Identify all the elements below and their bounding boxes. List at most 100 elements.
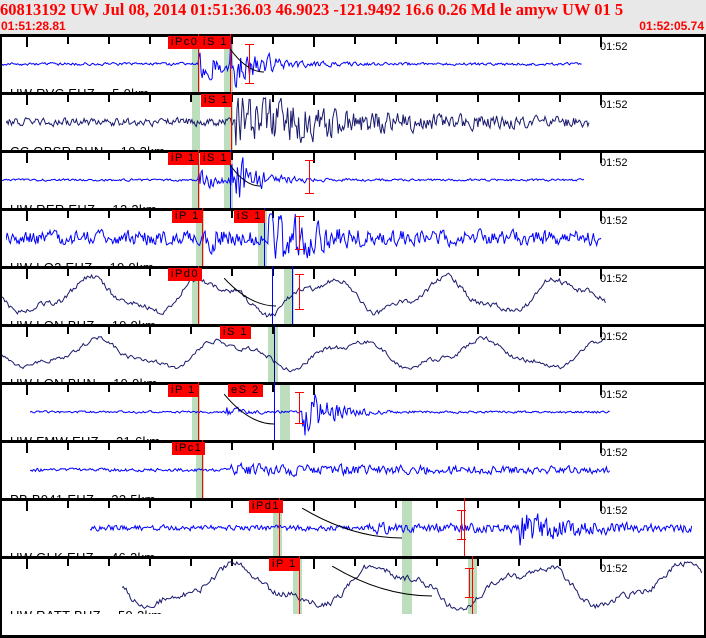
axis-tick [559, 269, 561, 276]
phase-pick-label[interactable]: iPd1 [249, 500, 284, 513]
axis-tick [313, 269, 315, 279]
axis-tick [67, 385, 69, 392]
pick-line[interactable] [198, 150, 199, 208]
coda-window-band [293, 559, 302, 614]
phase-pick-label[interactable]: iS 1 [200, 152, 231, 165]
coda-window-band [402, 501, 412, 556]
axis-tick [518, 443, 520, 450]
station-label: UW RATT BHZ -- 59.2km [10, 608, 162, 614]
pick-leader-line [302, 508, 406, 542]
trace-row[interactable]: iPd1 01:52 UW GLK EHZ -- 46.2km [2, 498, 704, 556]
station-label: UW LON BHZ -- 19.9km [10, 318, 156, 324]
axis-tick [395, 559, 397, 566]
pick-line[interactable] [292, 266, 293, 324]
phase-pick-label[interactable]: iS 1 [234, 210, 265, 223]
amplitude-marker[interactable] [245, 44, 254, 84]
phase-pick-label[interactable]: iS 1 [200, 36, 231, 49]
trace-row[interactable]: iP 1 01:52 UW RATT BHZ -- 59.2km [2, 556, 704, 614]
axis-tick [395, 269, 397, 276]
amplitude-marker[interactable] [465, 568, 474, 598]
axis-tick [354, 327, 356, 334]
phase-pick-label[interactable]: iPc0 [168, 36, 202, 49]
amplitude-marker[interactable] [295, 274, 304, 310]
waveform-trace [122, 561, 702, 611]
axis-tick [313, 153, 315, 163]
axis-tick [108, 211, 110, 218]
axis-tick [313, 327, 315, 337]
phase-pick-label[interactable]: iPd0 [168, 268, 203, 281]
amplitude-marker[interactable] [295, 392, 304, 424]
axis-time-label: 01:52 [600, 99, 628, 111]
pick-line[interactable] [274, 382, 275, 440]
coda-window-band [224, 37, 233, 92]
waveform-trace [2, 272, 606, 318]
pick-line[interactable] [202, 440, 203, 498]
trace-row[interactable]: iPc1 01:52 PB B941 EHZ -- 22.5km [2, 440, 704, 498]
axis-tick [518, 37, 520, 44]
axis-tick [26, 327, 28, 337]
axis-tick [231, 37, 233, 44]
pick-line[interactable] [198, 266, 199, 324]
pick-line[interactable] [272, 266, 273, 324]
trace-row[interactable]: iP 1iS 1 01:52 UW RER EHZ -- 12.3km [2, 150, 704, 208]
axis-tick [436, 211, 438, 218]
trace-row[interactable]: iPd0 01:52 UW LON BHZ -- 19.9km [2, 266, 704, 324]
trace-row[interactable]: iS 1 01:52 CC OBSR BHN -- 10.2km [2, 92, 704, 150]
amplitude-marker[interactable] [295, 216, 304, 250]
amplitude-marker[interactable] [305, 160, 314, 194]
phase-pick-label[interactable]: iP 1 [269, 558, 300, 571]
phase-pick-label[interactable]: iP 1 [168, 152, 199, 165]
axis-tick [518, 269, 520, 276]
pick-line[interactable] [198, 382, 199, 440]
axis-tick [149, 95, 151, 102]
axis-tick [231, 95, 233, 102]
axis-tick [108, 95, 110, 102]
axis-tick [436, 37, 438, 44]
pick-line[interactable] [274, 324, 275, 382]
window-end-time: 01:52:05.74 [639, 19, 704, 33]
phase-pick-label[interactable]: iPc1 [172, 442, 206, 455]
axis-tick [67, 269, 69, 276]
axis-tick [436, 327, 438, 334]
time-axis [2, 556, 704, 559]
pick-line[interactable] [231, 92, 232, 150]
coda-window-band [192, 269, 200, 324]
event-header-title: 60813192 UW Jul 08, 2014 01:51:36.03 46.… [0, 0, 624, 19]
phase-pick-label[interactable]: iP 1 [172, 210, 203, 223]
axis-tick [26, 385, 28, 395]
pick-leader-line [224, 394, 278, 428]
axis-tick [149, 153, 151, 160]
axis-tick [231, 501, 233, 508]
phase-pick-label[interactable]: iP 1 [168, 384, 199, 397]
trace-row[interactable]: iP 1 eS 2 01:52 UW FMW EHZ -- 21.6km [2, 382, 704, 440]
axis-tick [67, 443, 69, 450]
amplitude-marker[interactable] [457, 510, 466, 540]
axis-tick [26, 95, 28, 105]
trace-row[interactable]: iP 1 iS 1 01:52 UW LO2 EHZ -- 19.9km [2, 208, 704, 266]
axis-time-label: 01:52 [600, 273, 628, 285]
pick-line[interactable] [202, 208, 203, 266]
phase-pick-label[interactable]: eS 2 [228, 384, 263, 397]
trace-row[interactable]: iS 1 01:52 UW LON BHN -- 19.9km [2, 324, 704, 382]
axis-tick [559, 385, 561, 392]
axis-tick [436, 269, 438, 276]
pick-line[interactable] [230, 34, 231, 92]
pick-line[interactable] [464, 498, 465, 556]
phase-pick-label[interactable]: iS 1 [220, 326, 251, 339]
pick-line[interactable] [472, 556, 473, 614]
waveform-trace [2, 335, 606, 373]
phase-pick-label[interactable]: iS 1 [201, 94, 232, 107]
axis-tick [436, 443, 438, 450]
axis-tick [395, 95, 397, 102]
axis-tick [600, 385, 602, 395]
time-axis [2, 382, 704, 385]
pick-line[interactable] [279, 498, 280, 556]
pick-line[interactable] [299, 556, 300, 614]
axis-tick [108, 153, 110, 160]
pick-line[interactable] [264, 208, 265, 266]
axis-tick [518, 501, 520, 508]
pick-line[interactable] [198, 34, 199, 92]
pick-line[interactable] [230, 150, 231, 208]
